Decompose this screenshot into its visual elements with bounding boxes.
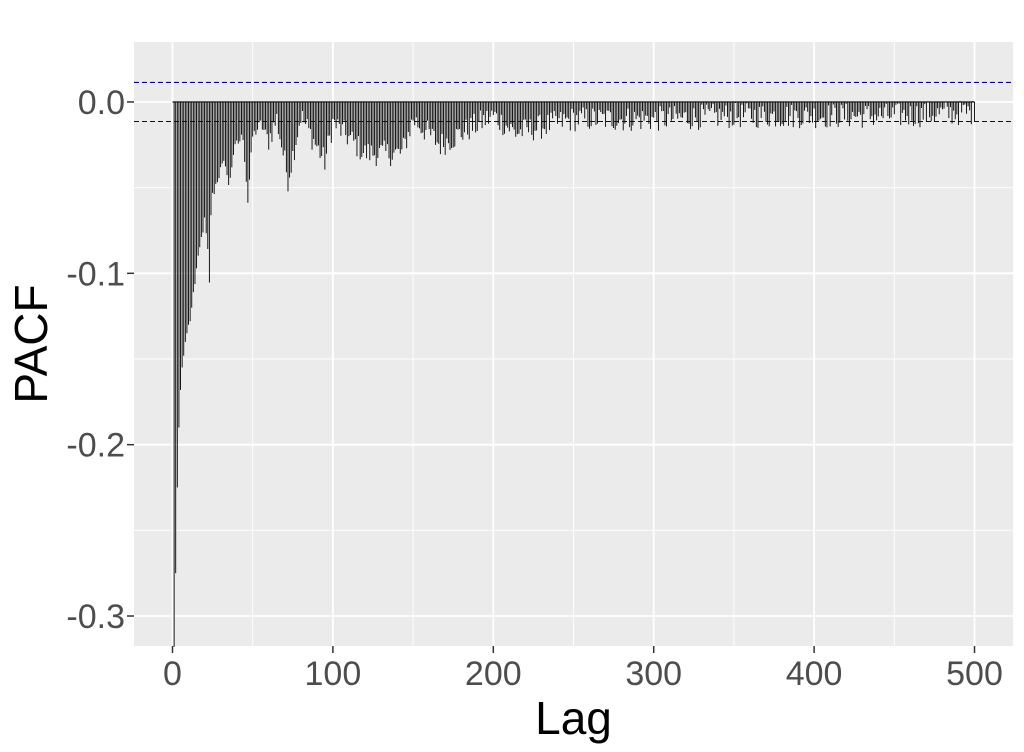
x-axis-title: Lag [535, 692, 612, 744]
y-tick-label: -0.1 [66, 255, 125, 293]
y-tick-label: -0.2 [66, 427, 125, 465]
x-tick-label: 200 [465, 655, 522, 693]
y-axis-ticks: 0.0 -0.1 -0.2 -0.3 [66, 84, 134, 636]
x-tick-label: 0 [163, 655, 182, 693]
y-axis-title: PACF [5, 284, 57, 403]
pacf-bars [173, 100, 975, 647]
minor-gridlines [134, 42, 1013, 646]
x-tick-label: 500 [946, 655, 1003, 693]
x-tick-label: 100 [305, 655, 362, 693]
x-tick-label: 400 [786, 655, 843, 693]
y-tick-label: -0.3 [66, 598, 125, 636]
x-axis-ticks: 0 100 200 300 400 500 [163, 646, 1003, 693]
y-tick-label: 0.0 [78, 84, 125, 122]
x-tick-label: 300 [625, 655, 682, 693]
